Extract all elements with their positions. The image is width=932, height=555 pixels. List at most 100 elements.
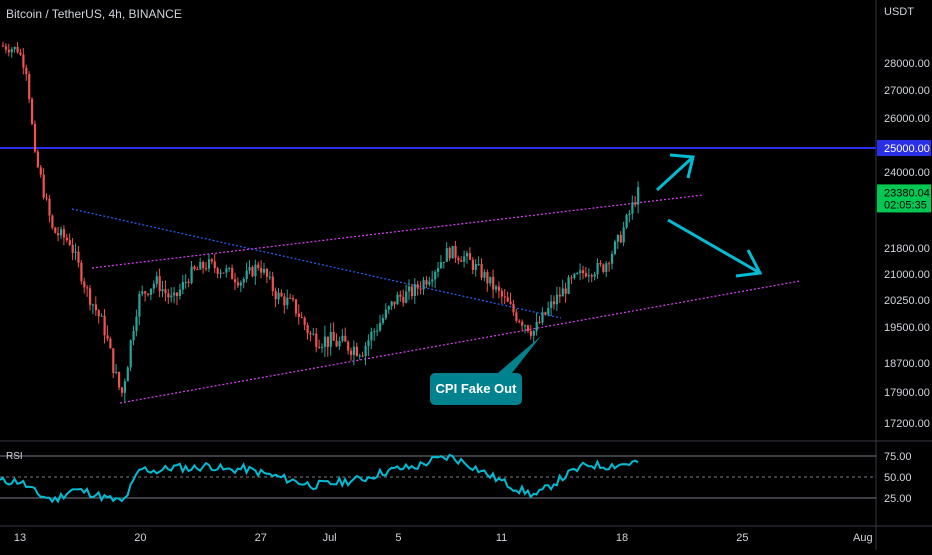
candle-bullish: [100, 315, 103, 317]
cpi-annotation: CPI Fake Out: [430, 373, 522, 405]
rsi-line: [0, 453, 639, 504]
candle-bearish: [271, 276, 274, 292]
candle-bearish: [83, 281, 86, 288]
chart-title: Bitcoin / TetherUS, 4h, BINANCE: [6, 7, 182, 21]
candle-bearish: [36, 151, 39, 168]
candle-bullish: [254, 264, 257, 277]
candle-bullish: [376, 330, 379, 332]
candle-bearish: [94, 304, 97, 311]
candle-bearish: [402, 296, 405, 303]
candle-bearish: [51, 215, 54, 228]
candle-bullish: [129, 340, 132, 368]
candle-bearish: [318, 346, 321, 348]
price-tick-label: 21800.00: [884, 243, 930, 255]
candle-bearish: [306, 324, 309, 334]
candle-bearish: [71, 244, 74, 253]
candle-bullish: [495, 286, 498, 290]
time-tick-label: 11: [496, 532, 507, 544]
candle-bullish: [126, 367, 129, 382]
candle-bearish: [512, 303, 515, 313]
candle-bearish: [315, 333, 318, 347]
candle-bearish: [216, 268, 219, 274]
candle-bearish: [471, 259, 474, 270]
candle-bullish: [428, 281, 431, 285]
candle-bullish: [422, 280, 425, 290]
candle-bearish: [176, 292, 179, 296]
candle-bullish: [474, 264, 477, 270]
candle-bearish: [590, 275, 593, 277]
candle-bearish: [289, 297, 292, 299]
price-tick-label: 24000.00: [884, 167, 930, 179]
candle-bearish: [251, 267, 254, 277]
candle-bullish: [561, 288, 564, 297]
price-tick-label: 17900.00: [884, 387, 930, 399]
candle-bullish: [489, 276, 492, 284]
level-25000-label: 25000.00: [884, 143, 930, 155]
candle-bullish: [141, 291, 144, 294]
candle-bullish: [550, 301, 553, 308]
candle-bullish: [611, 253, 614, 264]
candle-bearish: [300, 316, 303, 318]
candle-bullish: [396, 294, 399, 305]
candle-bearish: [54, 227, 57, 234]
candle-bullish: [13, 46, 16, 50]
time-tick-label: 5: [395, 532, 401, 544]
up-arrow-head: [669, 153, 695, 179]
candle-bullish: [152, 283, 155, 289]
candle-bearish: [608, 263, 611, 265]
candle-bearish: [213, 261, 216, 269]
candle-bullish: [445, 248, 448, 262]
candle-bullish: [181, 282, 184, 290]
candle-bullish: [367, 340, 370, 346]
candle-bearish: [193, 266, 196, 270]
candle-bullish: [286, 297, 289, 306]
candle-bearish: [570, 277, 573, 279]
candle-bearish: [167, 293, 170, 298]
candle-bearish: [602, 264, 605, 272]
candle-bearish: [22, 54, 25, 68]
candle-bearish: [236, 282, 240, 286]
candle-bearish: [544, 312, 547, 315]
time-tick-label: Jul: [323, 532, 337, 544]
candle-bullish: [593, 274, 596, 277]
candle-bullish: [341, 335, 344, 342]
candle-bearish: [294, 299, 298, 314]
candle-bullish: [370, 331, 373, 341]
candle-bearish: [538, 321, 541, 323]
rsi-level-label: 50.00: [884, 472, 912, 484]
candle-bearish: [410, 286, 414, 297]
candle-bullish: [622, 227, 625, 243]
candle-bullish: [547, 307, 550, 315]
candle-bearish: [347, 341, 350, 351]
price-tick-label: 20250.00: [884, 295, 930, 307]
candle-bearish: [355, 346, 358, 356]
candle-bearish: [283, 296, 286, 306]
candle-bullish: [219, 272, 222, 274]
candle-bearish: [158, 276, 161, 292]
candle-bearish: [112, 348, 115, 373]
candle-bullish: [613, 241, 617, 254]
candle-bearish: [65, 237, 68, 241]
candle-bearish: [16, 46, 19, 53]
candle-bullish: [10, 49, 13, 53]
candle-bullish: [466, 253, 469, 257]
candle-bullish: [387, 306, 390, 310]
candle-bearish: [28, 74, 31, 100]
candle-bearish: [526, 325, 530, 332]
candle-bearish: [120, 387, 124, 393]
candle-bearish: [97, 310, 100, 317]
up-arrow-shaft: [655, 155, 695, 192]
candle-bearish: [39, 167, 42, 175]
candle-bullish: [184, 281, 187, 283]
candle-bearish: [62, 229, 66, 238]
candle-bullish: [338, 341, 341, 347]
channel-upper-line: [91, 194, 704, 269]
level-25000-tag: [877, 140, 931, 156]
candle-bearish: [521, 322, 524, 326]
candle-bullish: [352, 346, 356, 355]
candle-bearish: [553, 301, 556, 305]
candle-bearish: [205, 268, 208, 270]
candle-bullish: [451, 245, 454, 259]
candle-bullish: [199, 262, 202, 270]
